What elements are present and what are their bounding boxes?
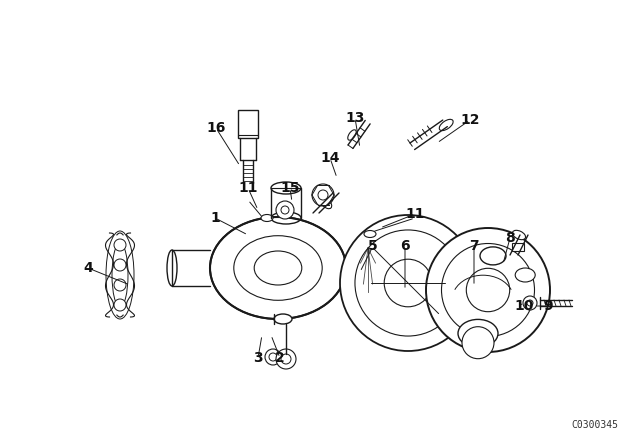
Circle shape [276, 201, 294, 219]
Circle shape [462, 327, 494, 359]
Circle shape [114, 239, 126, 251]
Ellipse shape [348, 130, 356, 140]
Text: 5: 5 [368, 239, 378, 253]
Text: 3: 3 [253, 351, 263, 365]
Circle shape [312, 184, 334, 206]
Text: 9: 9 [543, 299, 553, 313]
Circle shape [276, 349, 296, 369]
Text: 4: 4 [83, 261, 93, 275]
Ellipse shape [274, 314, 292, 324]
Text: C0300345: C0300345 [571, 420, 618, 430]
Ellipse shape [357, 234, 379, 322]
Ellipse shape [515, 268, 535, 282]
Text: 10: 10 [515, 299, 534, 313]
Ellipse shape [271, 182, 301, 194]
Text: 16: 16 [206, 121, 226, 135]
Circle shape [114, 259, 126, 271]
Ellipse shape [167, 250, 177, 286]
Text: 15: 15 [280, 181, 300, 195]
Circle shape [281, 354, 291, 364]
Ellipse shape [439, 119, 453, 131]
Ellipse shape [480, 247, 506, 265]
Circle shape [523, 296, 537, 310]
Text: 6: 6 [400, 239, 410, 253]
Circle shape [114, 299, 126, 311]
Text: 11: 11 [238, 181, 258, 195]
Ellipse shape [320, 197, 332, 209]
Text: 14: 14 [320, 151, 340, 165]
Ellipse shape [513, 230, 525, 240]
Circle shape [426, 228, 550, 352]
Ellipse shape [261, 215, 273, 221]
FancyBboxPatch shape [512, 243, 524, 251]
Text: 8: 8 [505, 231, 515, 245]
Text: 1: 1 [210, 211, 220, 225]
Ellipse shape [364, 231, 376, 237]
Circle shape [281, 206, 289, 214]
Circle shape [340, 215, 476, 351]
Circle shape [527, 300, 533, 306]
Ellipse shape [458, 319, 498, 347]
Text: 13: 13 [346, 111, 365, 125]
Ellipse shape [210, 217, 346, 319]
Text: 11: 11 [405, 207, 425, 221]
FancyBboxPatch shape [238, 110, 258, 138]
Circle shape [318, 190, 328, 200]
Text: 12: 12 [460, 113, 480, 127]
Text: 2: 2 [275, 351, 285, 365]
Text: 7: 7 [469, 239, 479, 253]
Circle shape [269, 353, 277, 361]
Circle shape [265, 349, 281, 365]
Circle shape [114, 279, 126, 291]
